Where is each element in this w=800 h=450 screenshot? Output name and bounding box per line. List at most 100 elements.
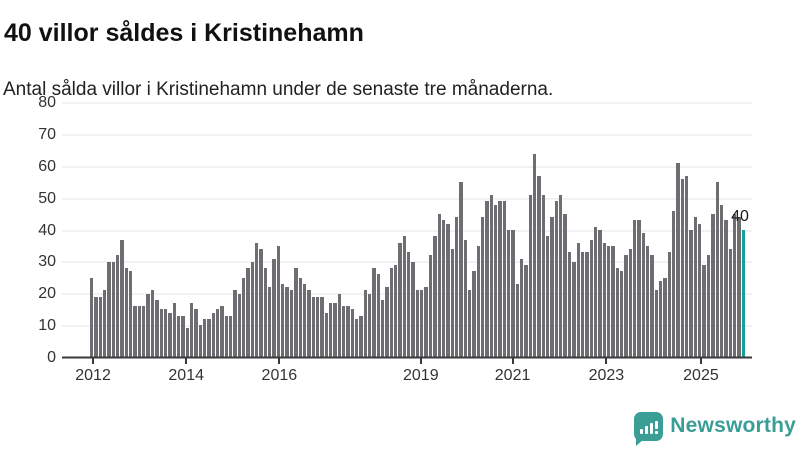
bar (324, 312, 328, 357)
bar (272, 258, 276, 357)
bar (646, 245, 650, 357)
bar (589, 239, 593, 357)
highlighted-bar: 40 (731, 209, 749, 357)
y-axis-tick-label: 30 (38, 253, 56, 271)
bar (693, 217, 698, 357)
x-axis-tick (278, 358, 281, 364)
bar (454, 217, 459, 357)
bar (489, 195, 493, 357)
bar (372, 268, 376, 357)
bar (498, 201, 502, 357)
bar (394, 264, 398, 357)
bar (189, 303, 194, 357)
bar (120, 239, 124, 357)
bar (211, 312, 215, 357)
bar (676, 163, 680, 357)
bar (650, 255, 654, 357)
bar (137, 306, 142, 357)
bar-series: 40 (90, 103, 749, 357)
bar (559, 195, 563, 357)
bar (268, 287, 272, 357)
bar (198, 325, 202, 357)
x-axis-tick (92, 358, 95, 364)
bar (172, 303, 176, 357)
logo-icon-exclamation (654, 420, 658, 434)
bar (533, 153, 537, 357)
bar (467, 290, 472, 357)
bar (415, 290, 420, 357)
bar (615, 268, 619, 357)
bar (407, 252, 411, 357)
bar (411, 261, 415, 357)
bar (381, 299, 385, 357)
x-axis-tick-label: 2014 (168, 367, 204, 384)
gridline (62, 166, 752, 168)
bar (215, 309, 220, 357)
bar (116, 255, 120, 357)
y-axis-tick-label: 80 (38, 94, 56, 111)
y-axis-tick-label: 10 (38, 317, 56, 335)
bar (133, 306, 137, 357)
bar (428, 255, 433, 357)
x-axis-baseline (62, 356, 752, 359)
logo-wordmark: Newsworthy (670, 414, 796, 437)
bar (129, 271, 133, 357)
bar (737, 217, 741, 357)
bar (728, 249, 732, 357)
bar (598, 230, 602, 357)
bar (420, 290, 424, 357)
bar (163, 309, 168, 357)
bar (294, 268, 298, 357)
bar (641, 233, 645, 357)
bar (259, 249, 263, 357)
bar (233, 290, 237, 357)
bar (606, 245, 611, 357)
bar (567, 252, 572, 357)
bar (685, 176, 689, 357)
bar (619, 271, 624, 357)
bar (446, 223, 450, 357)
bar (433, 236, 437, 357)
bar (146, 293, 150, 357)
bar (376, 274, 381, 357)
bar (337, 293, 341, 357)
bar (385, 287, 389, 357)
bar (237, 293, 242, 357)
bar (368, 293, 372, 357)
bar (229, 315, 233, 357)
bar (311, 296, 315, 357)
bar-chart-speech-bubble-icon (634, 411, 664, 446)
bar (202, 318, 207, 357)
bar (480, 217, 485, 357)
bar (389, 268, 394, 357)
bar (572, 261, 576, 357)
bar (528, 195, 533, 357)
x-axis-tick-label: 2016 (261, 367, 298, 384)
x-axis-tick-label: 2025 (683, 367, 719, 384)
chart-subtitle: Antal sålda villor i Kristinehamn under … (3, 79, 554, 100)
bar (507, 230, 511, 357)
bar (585, 252, 589, 357)
bar (107, 261, 111, 357)
y-axis-tick-label: 70 (38, 125, 56, 143)
x-axis-tick-label: 2021 (494, 367, 531, 384)
bar (493, 204, 498, 357)
logo-icon-bar (644, 425, 648, 434)
bar (124, 268, 129, 357)
bar (276, 245, 281, 357)
bar (354, 318, 359, 357)
bar (320, 296, 324, 357)
bar (281, 283, 285, 357)
logo-icon-bar (639, 428, 643, 434)
bar (298, 277, 302, 357)
gridline (62, 134, 752, 136)
bar (702, 264, 706, 357)
bar (142, 306, 146, 357)
bar (289, 290, 294, 357)
bar (242, 277, 246, 357)
bar (715, 182, 719, 357)
bar (689, 230, 693, 357)
bar (328, 303, 333, 357)
bar (359, 315, 363, 357)
bar (628, 249, 632, 357)
